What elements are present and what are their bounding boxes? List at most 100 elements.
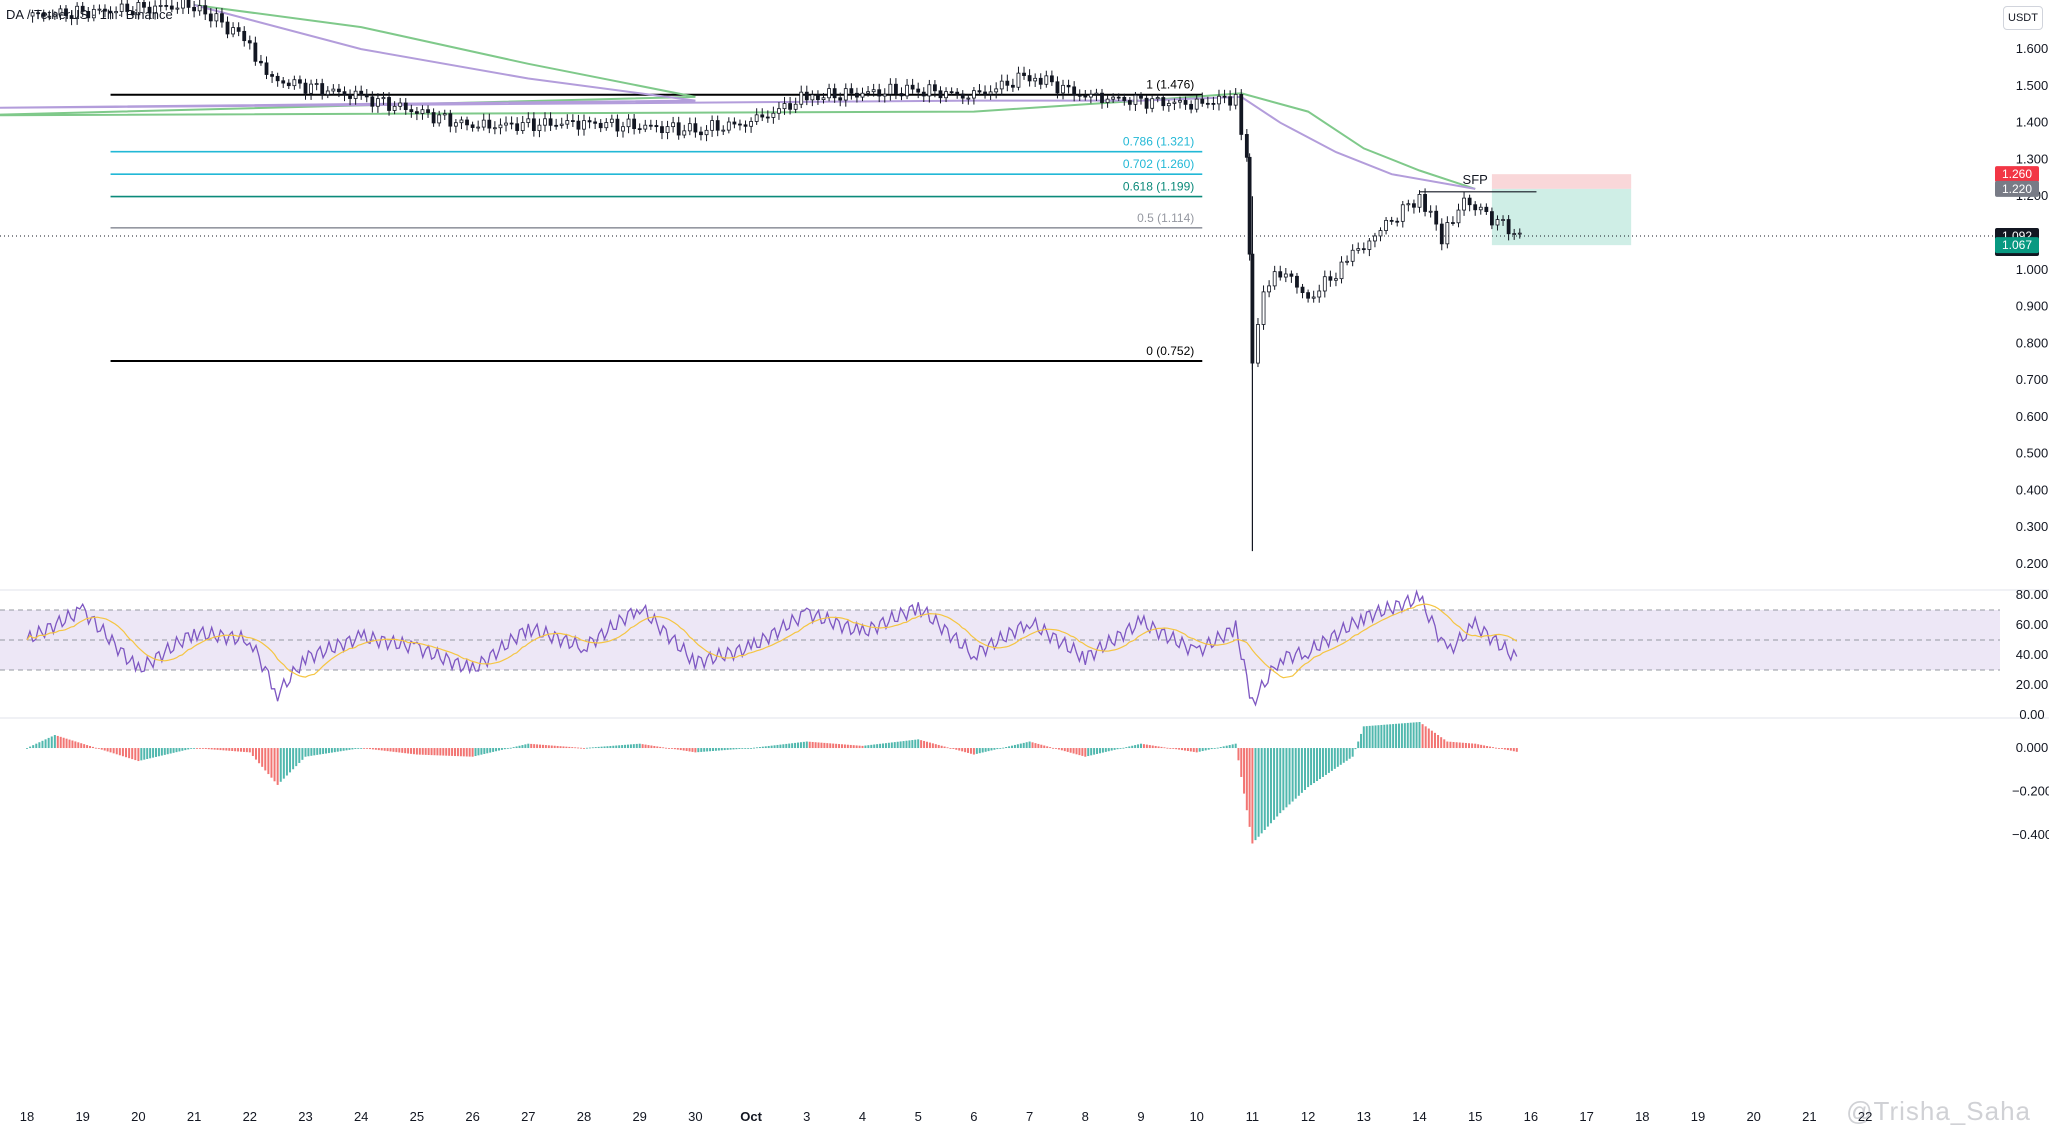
candle-body[interactable] <box>52 14 57 17</box>
candle-body[interactable] <box>470 124 475 128</box>
candle-body[interactable] <box>403 102 408 110</box>
candle-body[interactable] <box>1111 96 1116 100</box>
candle-body[interactable] <box>214 13 219 22</box>
candle-body[interactable] <box>1038 77 1043 85</box>
candle-body[interactable] <box>1122 96 1127 101</box>
candle-body[interactable] <box>782 103 787 110</box>
candle-body[interactable] <box>977 90 982 93</box>
target-price-tag[interactable] <box>1995 237 2039 254</box>
candle-body[interactable] <box>899 93 904 97</box>
candle-body[interactable] <box>582 120 586 130</box>
candle-body[interactable] <box>743 124 748 127</box>
candle-body[interactable] <box>158 5 163 7</box>
candle-body[interactable] <box>843 88 848 101</box>
candle-body[interactable] <box>1322 276 1327 292</box>
candle-body[interactable] <box>1501 219 1505 221</box>
candle-body[interactable] <box>153 5 158 14</box>
candle-body[interactable] <box>1406 203 1411 206</box>
candle-body[interactable] <box>119 3 124 12</box>
candle-body[interactable] <box>1083 95 1088 98</box>
candle-body[interactable] <box>765 116 770 119</box>
stop-loss-zone[interactable] <box>1491 174 1632 189</box>
candle-body[interactable] <box>286 82 291 87</box>
candle-body[interactable] <box>643 124 648 130</box>
candle-body[interactable] <box>1189 103 1194 110</box>
candle-body[interactable] <box>426 109 430 113</box>
candle-body[interactable] <box>1467 197 1472 206</box>
candle-body[interactable] <box>520 122 525 131</box>
candle-body[interactable] <box>325 90 330 95</box>
candle-body[interactable] <box>1027 75 1032 82</box>
candle-body[interactable] <box>1094 92 1099 95</box>
candle-body[interactable] <box>114 11 119 14</box>
candle-body[interactable] <box>1389 219 1394 222</box>
candle-body[interactable] <box>1417 194 1422 208</box>
candle-body[interactable] <box>615 118 620 132</box>
candle-body[interactable] <box>665 126 670 134</box>
candle-body[interactable] <box>1317 290 1322 298</box>
candle-body[interactable] <box>1412 203 1416 208</box>
candle-body[interactable] <box>927 84 932 97</box>
candle-body[interactable] <box>309 83 313 94</box>
candle-body[interactable] <box>1127 100 1132 105</box>
candle-body[interactable] <box>1451 222 1455 224</box>
candle-body[interactable] <box>292 79 297 87</box>
candle-body[interactable] <box>1144 97 1149 109</box>
candle-body[interactable] <box>348 94 352 99</box>
candle-body[interactable] <box>370 96 375 107</box>
candle-body[interactable] <box>1506 219 1511 235</box>
candle-body[interactable] <box>147 6 152 14</box>
candle-body[interactable] <box>220 13 224 23</box>
candle-body[interactable] <box>420 109 425 114</box>
candle-body[interactable] <box>1473 204 1478 211</box>
candle-body[interactable] <box>504 122 508 126</box>
candle-body[interactable] <box>1244 134 1249 158</box>
stop-price-tag[interactable] <box>1995 166 2039 183</box>
candle-body[interactable] <box>788 103 792 110</box>
candle-body[interactable] <box>548 118 553 126</box>
candle-body[interactable] <box>1495 219 1500 226</box>
candle-body[interactable] <box>1044 75 1049 85</box>
candle-body[interactable] <box>1088 93 1093 98</box>
candle-body[interactable] <box>1211 103 1216 105</box>
candle-body[interactable] <box>565 120 570 125</box>
candle-body[interactable] <box>259 60 263 64</box>
candle-body[interactable] <box>604 122 609 129</box>
candle-body[interactable] <box>960 93 965 99</box>
candle-body[interactable] <box>1350 249 1355 262</box>
candle-body[interactable] <box>693 123 698 133</box>
candle-body[interactable] <box>910 84 915 90</box>
candle-body[interactable] <box>186 0 191 8</box>
candle-body[interactable] <box>1361 248 1366 251</box>
candle-body[interactable] <box>1517 232 1522 235</box>
candle-body[interactable] <box>972 90 976 99</box>
candle-body[interactable] <box>988 91 993 95</box>
candle-body[interactable] <box>687 123 692 132</box>
candle-body[interactable] <box>949 91 954 94</box>
candle-body[interactable] <box>559 123 564 126</box>
candle-body[interactable] <box>381 97 386 100</box>
candle-body[interactable] <box>1016 72 1021 88</box>
candle-body[interactable] <box>732 121 737 125</box>
candle-body[interactable] <box>1233 93 1238 106</box>
candle-body[interactable] <box>821 97 826 101</box>
candle-body[interactable] <box>1400 204 1405 222</box>
candle-body[interactable] <box>855 92 859 98</box>
candle-body[interactable] <box>721 129 726 132</box>
candle-body[interactable] <box>994 88 999 93</box>
candle-body[interactable] <box>593 121 598 124</box>
candle-body[interactable] <box>710 120 715 131</box>
macd-pane[interactable] <box>26 722 1518 844</box>
candle-body[interactable] <box>1228 96 1233 106</box>
candle-body[interactable] <box>1183 100 1188 105</box>
candle-body[interactable] <box>1384 219 1388 231</box>
candle-body[interactable] <box>660 126 664 134</box>
candle-body[interactable] <box>442 113 447 116</box>
candle-body[interactable] <box>955 91 960 95</box>
time-axis[interactable]: 18 19 20 21 22 23 24 25 26 27 28 29 30 Oct 3 4 5 6 7 8 9 10 11… <box>20 1109 1873 1124</box>
candle-body[interactable] <box>1289 273 1294 277</box>
candle-body[interactable] <box>509 122 514 125</box>
candle-body[interactable] <box>69 15 74 19</box>
candle-body[interactable] <box>298 79 302 84</box>
